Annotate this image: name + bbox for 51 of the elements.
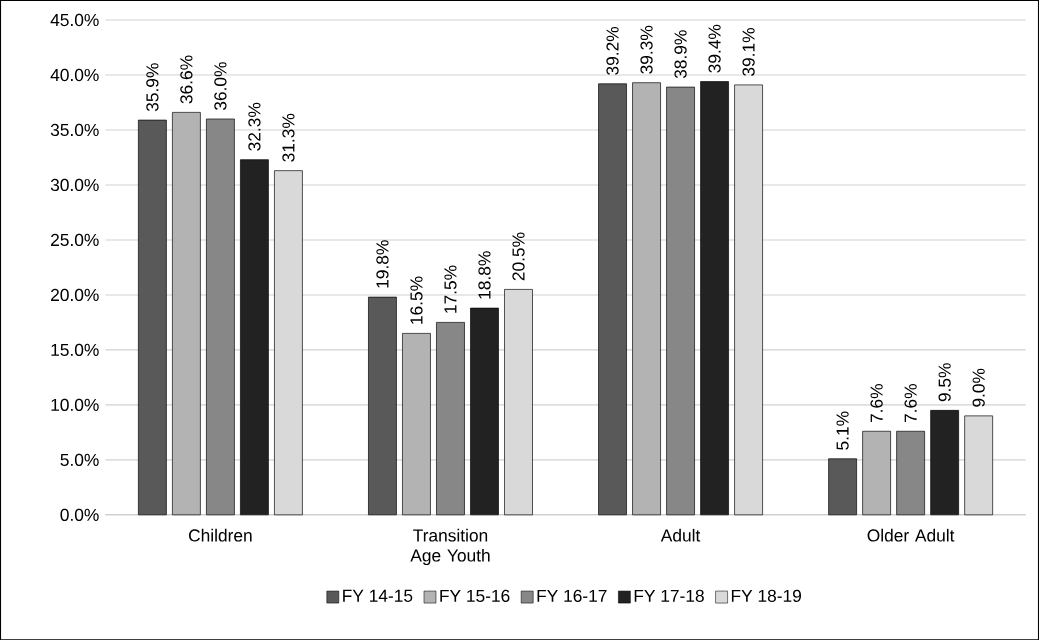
y-tick-label: 35.0%: [50, 123, 99, 137]
data-label: 18.8%: [478, 251, 491, 299]
data-label: 32.3%: [248, 102, 261, 151]
data-label: 17.5%: [444, 265, 457, 313]
y-tick-label: 0.0%: [60, 508, 99, 521]
x-tick-label: Adult: [660, 528, 701, 542]
bar: [470, 307, 499, 516]
data-label: 20.5%: [512, 232, 525, 281]
legend-label: FY 14-15: [343, 589, 413, 602]
y-tick-label: 5.0%: [60, 453, 99, 466]
data-label: 36.6%: [180, 55, 193, 104]
data-label: 7.6%: [904, 383, 917, 422]
data-label: 9.5%: [938, 363, 951, 402]
bar: [368, 296, 397, 516]
y-tick-label: 10.0%: [51, 398, 99, 411]
bar: [206, 118, 235, 516]
data-label: 39.3%: [640, 25, 653, 74]
bar: [828, 458, 857, 516]
legend-label: FY 18-19: [731, 589, 801, 602]
data-label: 39.2%: [606, 26, 619, 75]
data-label: 39.1%: [742, 27, 755, 76]
legend-label: FY 16-17: [537, 589, 607, 602]
data-label: 39.4%: [708, 24, 721, 73]
data-label: 38.9%: [674, 30, 687, 79]
bar: [240, 159, 269, 516]
legend-label: FY 17-18: [634, 589, 704, 602]
y-tick-label: 15.0%: [51, 343, 99, 356]
y-tick-label: 40.0%: [50, 68, 99, 82]
bar: [598, 83, 627, 516]
legend-label: FY 15-16: [440, 589, 510, 602]
y-tick-label: 20.0%: [51, 288, 99, 301]
data-label: 31.3%: [282, 113, 295, 162]
bar: [896, 430, 925, 516]
data-label: 7.6%: [870, 383, 883, 422]
y-tick-label: 30.0%: [50, 178, 99, 191]
bar: [700, 81, 729, 516]
x-tick-label: Transition Age Youth: [410, 528, 490, 565]
data-label: 16.5%: [410, 276, 423, 324]
bar: [436, 321, 465, 516]
x-tick-label: Children: [189, 528, 252, 542]
data-label: 5.1%: [836, 411, 849, 450]
bar: [138, 119, 167, 516]
bar: [930, 409, 959, 516]
bar: [666, 86, 695, 516]
y-tick-label: 45.0%: [50, 13, 99, 27]
x-tick-label: Older Adult: [867, 528, 955, 542]
data-label: 9.0%: [972, 368, 985, 407]
data-label: 19.8%: [376, 240, 389, 288]
data-label: 35.9%: [146, 63, 159, 112]
data-label: 36.0%: [214, 62, 227, 110]
y-tick-label: 25.0%: [51, 233, 99, 246]
